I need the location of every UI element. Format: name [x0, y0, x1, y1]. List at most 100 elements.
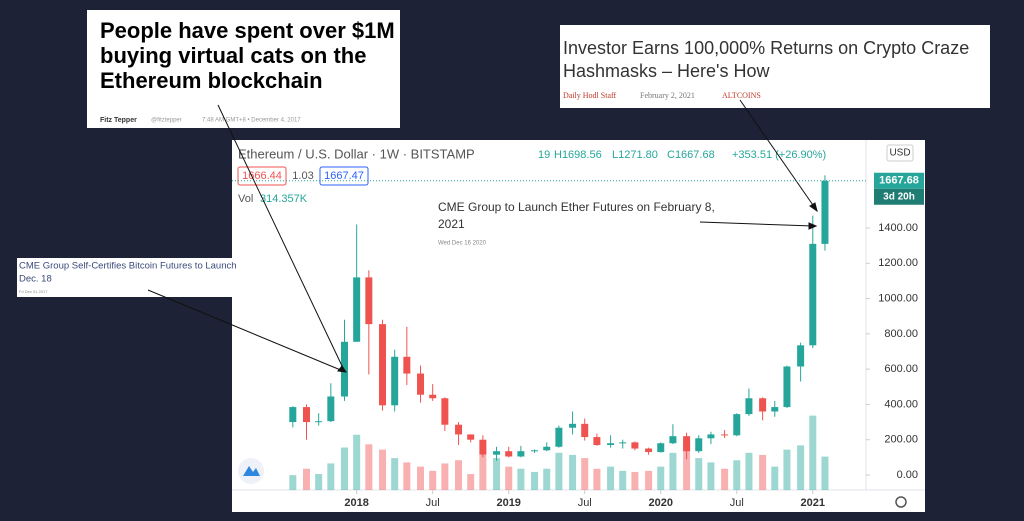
- candle-body: [353, 277, 361, 342]
- legend-high: H1698.56: [554, 149, 602, 161]
- countdown-box: [874, 188, 924, 205]
- y-tick-label: 1400.00: [878, 222, 918, 234]
- volume-bar: [607, 466, 615, 490]
- headline-line: People have spent over $1M: [100, 18, 395, 43]
- x-tick-label: 2020: [649, 497, 673, 509]
- volume-bar: [391, 458, 399, 490]
- candle-body: [441, 398, 449, 425]
- candle-body: [607, 443, 615, 446]
- volume-bar: [403, 462, 411, 490]
- x-tick-label: 2019: [496, 497, 520, 509]
- volume-bar: [505, 466, 513, 490]
- volume-label: Vol: [238, 193, 253, 205]
- volume-bar: [771, 466, 779, 490]
- arrows: [147, 99, 818, 373]
- countdown: 3d 20h: [883, 191, 915, 202]
- volume-bar: [517, 468, 525, 490]
- volume-bar: [531, 471, 539, 490]
- candle-body: [809, 243, 817, 346]
- arrowhead: [337, 365, 348, 373]
- last-price-box: [874, 172, 924, 189]
- candle-body: [391, 356, 399, 406]
- candle-body: [797, 345, 805, 367]
- legend-change: +353.51 (+26.90%): [732, 149, 826, 161]
- x-tick-label: Jul: [578, 497, 592, 509]
- candle-body: [365, 277, 373, 325]
- headline-line: Ethereum blockchain: [100, 68, 323, 93]
- candle-body: [479, 439, 487, 455]
- y-tick-label: 600.00: [884, 363, 918, 375]
- headline-box: [87, 10, 400, 128]
- candle-body: [645, 448, 653, 453]
- volume-bar: [619, 470, 627, 490]
- candle-body: [517, 451, 525, 457]
- volume-bar: [379, 449, 387, 490]
- y-tick-label: 1000.00: [878, 292, 918, 304]
- candle-body: [593, 437, 601, 446]
- logo-icon: [243, 466, 260, 476]
- arrowhead: [808, 222, 818, 230]
- arrow: [739, 99, 816, 209]
- volume-bar: [493, 458, 501, 490]
- date: February 2, 2021: [640, 91, 695, 100]
- candle-body: [379, 324, 387, 406]
- ask: 1667.47: [324, 170, 364, 182]
- volume-bar: [783, 449, 791, 490]
- candle-body: [569, 423, 577, 428]
- candle-body: [417, 373, 425, 395]
- candle-body: [657, 443, 665, 453]
- candle-body: [619, 442, 627, 444]
- volume-bar: [821, 456, 829, 490]
- candle-body: [581, 423, 589, 438]
- candle-body: [455, 424, 463, 435]
- x-tick-label: Jul: [730, 497, 744, 509]
- volume-value: 314.357K: [260, 193, 308, 205]
- author: Fitz Tepper: [100, 117, 137, 124]
- candle-body: [302, 407, 310, 423]
- candle-body: [733, 414, 741, 436]
- last-price-label: 1667.68: [879, 175, 919, 187]
- headline-line: buying virtual cats on the: [100, 43, 366, 68]
- handle: @fitztepper: [151, 118, 182, 124]
- candle-body: [759, 398, 767, 412]
- note-date: Fri Dec 01 2017: [19, 289, 48, 294]
- x-tick-label: 2018: [344, 497, 368, 509]
- candle-body: [493, 451, 501, 455]
- candle-body: [505, 451, 513, 457]
- volume-bar: [353, 434, 361, 490]
- legend-low: L1271.80: [612, 149, 658, 161]
- volume-bar: [683, 442, 691, 490]
- y-tick-label: 0.00: [897, 469, 918, 481]
- volume-bar: [479, 454, 487, 490]
- volume-bar: [593, 468, 601, 490]
- arrow: [699, 221, 814, 227]
- volume-bar: [289, 475, 297, 490]
- volume-bar: [302, 468, 310, 490]
- volume-bar: [441, 463, 449, 490]
- legend-close: C1667.68: [667, 149, 715, 161]
- settings-icon[interactable]: [895, 496, 907, 508]
- candle-body: [467, 434, 475, 440]
- volume-bar: [707, 462, 715, 490]
- candle-body: [315, 421, 323, 423]
- spread: 1.03: [292, 170, 313, 182]
- author: Daily Hodl Staff: [563, 91, 617, 100]
- headline-line: Hashmasks – Here's How: [563, 61, 771, 81]
- volume-bar: [581, 458, 589, 490]
- volume-bar: [341, 447, 349, 490]
- candle-body: [783, 366, 791, 408]
- candle-body: [327, 396, 335, 422]
- volume-bar: [797, 445, 805, 490]
- candle-body: [555, 427, 563, 447]
- note-line: CME Group to Launch Ether Futures on Feb…: [438, 200, 715, 214]
- arrow: [147, 289, 344, 372]
- candle-body: [543, 446, 551, 451]
- chart-title: Ethereum / U.S. Dollar · 1W · BITSTAMP: [238, 146, 475, 161]
- currency-button[interactable]: [886, 144, 914, 162]
- volume-bar: [721, 468, 729, 490]
- volume-bar: [315, 474, 323, 490]
- volume-bar: [745, 452, 753, 490]
- y-tick-label: 400.00: [884, 398, 918, 410]
- volume-bar: [657, 466, 665, 490]
- volume-bar: [759, 454, 767, 490]
